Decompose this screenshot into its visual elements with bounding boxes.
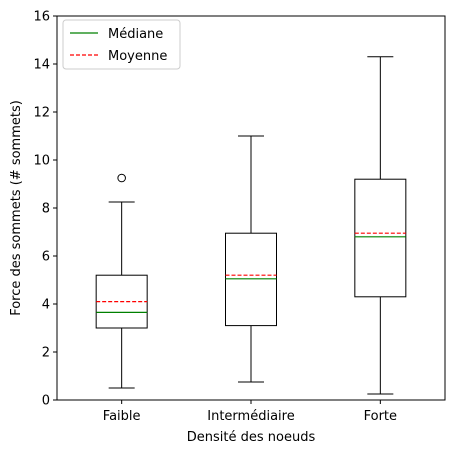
y-tick-label: 10 [33,154,50,169]
iqr-box [354,178,407,298]
x-tick-label: Intermédiaire [207,409,294,424]
y-tick-label: 6 [42,250,50,265]
box-group [225,135,277,383]
y-tick-label: 8 [42,202,50,217]
y-tick-label: 12 [33,106,50,121]
x-tick-label: Faible [103,409,141,424]
legend-mean-label: Moyenne [108,49,167,64]
x-axis-label: Densité des noeuds [187,430,316,445]
legend-median-label: Médiane [108,27,163,42]
y-tick-label: 16 [33,10,50,25]
y-tick-label: 14 [33,58,50,73]
legend-frame [62,19,181,70]
x-axis: Faible Intermédiaire Forte [103,400,397,424]
box-group [95,173,148,389]
plot-marks [95,56,407,395]
x-tick-label: Forte [364,409,397,424]
y-tick-label: 0 [42,394,50,409]
legend: Médiane Moyenne [62,19,181,70]
y-tick-label: 2 [42,346,50,361]
y-tick-label: 4 [42,298,50,313]
outlier-point [117,173,126,183]
y-axis: 0 2 4 6 8 10 12 14 16 [33,10,57,409]
y-axis-label: Force des sommets (# sommets) [9,100,24,316]
box-group [354,56,407,395]
